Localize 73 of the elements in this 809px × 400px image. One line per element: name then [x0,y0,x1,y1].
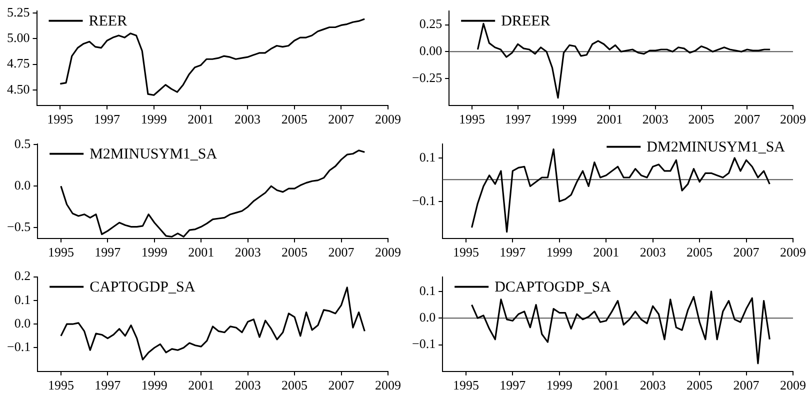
x-tick-label: 2001 [593,378,620,393]
y-tick-label: 0.0 [419,310,436,325]
x-tick-label: 2009 [375,244,401,260]
y-tick-label: 0.2 [14,268,31,284]
y-tick-label: 0.25 [419,16,442,32]
y-tick-label: −0.25 [412,70,442,85]
x-tick-label: 2007 [733,378,760,393]
legend-label: CAPTOGDP_SA [90,280,196,296]
x-tick-label: 1997 [500,378,526,393]
x-tick-label: 2007 [328,244,355,260]
x-tick-label: 1995 [452,378,479,393]
x-tick-label: 1995 [48,244,74,260]
x-tick-label: 2003 [640,244,666,260]
x-tick-label: 2001 [593,244,620,260]
x-tick-label: 1997 [94,378,122,393]
x-tick-label: 2007 [328,378,355,393]
x-tick-label: 1995 [459,112,486,127]
x-tick-label: 2007 [733,244,760,260]
x-tick-label: 2001 [188,112,214,127]
x-tick-label: 1995 [452,244,479,260]
x-tick-label: 2005 [686,244,713,260]
x-tick-label: 2009 [375,112,401,127]
legend-label: DM2MINUSYM1_SA [646,140,786,156]
y-tick-label: 4.50 [7,81,30,96]
x-tick-label: 2003 [640,378,666,393]
y-tick-label: −0.5 [6,219,31,234]
x-tick-label: 2003 [234,112,260,127]
x-tick-label: 1997 [94,244,122,260]
x-tick-label: 2009 [780,244,806,260]
x-tick-label: 2005 [688,112,714,127]
legend-label: DCAPTOGDP_SA [494,280,612,296]
legend-label: M2MINUSYM1_SA [90,146,218,163]
x-tick-label: 2001 [188,378,214,393]
x-tick-label: 1997 [500,244,526,260]
y-tick-label: 0.0 [14,178,31,193]
x-tick-label: 1999 [546,244,572,260]
x-tick-label: 2007 [328,112,355,127]
y-tick-label: 5.25 [7,4,30,20]
x-tick-label: 2003 [234,378,261,393]
y-tick-label: 0.0 [14,316,31,331]
legend-label: DREER [501,14,550,30]
x-tick-label: 2005 [686,378,713,393]
y-tick-label: 0.1 [419,149,436,164]
y-tick-label: 0.1 [419,282,436,298]
x-tick-label: 1999 [141,378,168,393]
legend-label: REER [88,14,128,30]
x-tick-label: 2003 [642,112,668,127]
x-tick-label: 2005 [281,112,308,127]
x-tick-label: 1997 [504,112,532,127]
x-tick-label: 1999 [550,112,577,127]
x-tick-label: 1995 [48,378,74,393]
y-tick-label: −0.1 [412,192,436,208]
y-tick-label: −0.1 [6,339,31,354]
x-tick-label: 1999 [546,378,572,393]
x-tick-label: 2001 [596,112,623,127]
y-tick-label: 0.5 [14,136,31,152]
x-tick-label: 2007 [734,112,761,127]
x-tick-label: 2005 [282,244,308,260]
x-tick-label: 1997 [94,112,120,127]
x-tick-label: 1999 [141,244,168,260]
y-tick-label: 0.1 [14,292,31,307]
x-tick-label: 2003 [234,244,261,260]
y-tick-label: −0.1 [412,336,436,352]
x-tick-label: 1999 [140,112,167,127]
y-tick-label: 4.75 [7,56,30,71]
x-tick-label: 2009 [375,378,401,393]
x-tick-label: 2001 [188,244,214,260]
x-tick-label: 2009 [780,112,806,127]
y-tick-label: 0.00 [419,43,442,58]
x-tick-label: 1995 [47,112,74,127]
x-tick-label: 2005 [282,378,308,393]
y-tick-label: 5.00 [7,30,30,45]
x-tick-label: 2009 [780,378,806,393]
